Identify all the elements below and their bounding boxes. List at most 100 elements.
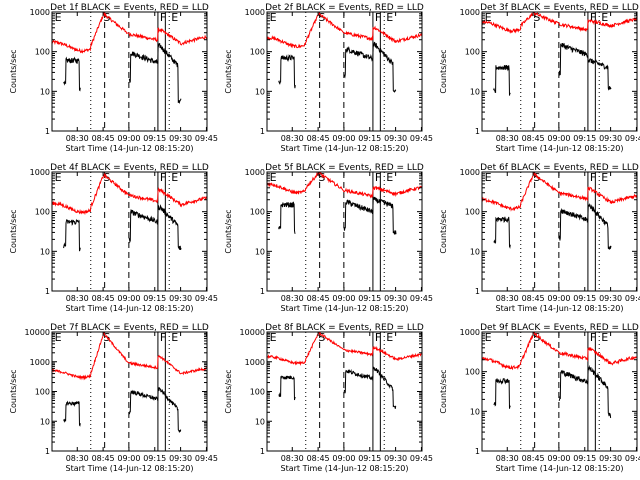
y-tick-label: 1000 [30,358,50,367]
plot-frame [266,11,423,132]
y-axis-label: Counts/sec [9,369,18,413]
x-tick-label: 08:45 [307,134,330,143]
y-axis-label: Counts/sec [439,49,448,93]
y-tick-label: 100 [250,48,265,57]
marker-label: E [55,331,62,344]
lld-series-line [482,12,637,34]
marker-label: F [160,331,166,344]
x-tick-label: 09:45 [625,454,640,463]
x-axis-label: Start Time (14-Jun-12 08:15:20) [281,144,409,153]
x-tick-label: 09:45 [625,294,640,303]
x-tick-label: 08:45 [522,294,545,303]
y-tick-label: 1 [260,287,265,296]
x-tick-label: 09:45 [410,454,433,463]
y-tick-label: 10 [40,417,50,426]
y-tick-label: 1 [475,127,480,136]
marker-label: F [160,171,166,184]
x-tick-label: 09:30 [599,294,622,303]
marker-label: E [171,11,178,24]
panel-title: Det 1f BLACK = Events, RED = LLD [50,3,209,13]
marker-label: S [533,11,540,24]
plot-frame [266,171,423,292]
x-tick-label: 09:00 [547,454,570,463]
y-tick-label: 10000 [25,328,50,337]
lld-series-line [482,172,637,212]
y-tick-label: 100 [465,208,480,217]
lld-series-line [267,12,422,49]
y-tick-label: 1000 [460,8,480,17]
x-axis-label: Start Time (14-Jun-12 08:15:20) [496,464,624,473]
x-tick-label: 08:45 [307,294,330,303]
marker-label: E [386,171,393,184]
x-tick-label: 08:45 [307,454,330,463]
marker-label: E [55,11,62,24]
x-tick-label: 09:30 [169,134,192,143]
events-series-line [63,43,182,105]
panel-title: Det 8f BLACK = Events, RED = LLD [265,323,424,333]
marker-label: E [386,331,393,344]
x-tick-label: 09:30 [384,134,407,143]
x-tick-label: 09:45 [410,294,433,303]
y-tick-label: 1000 [245,358,265,367]
marker-label: F [375,331,381,344]
y-tick-label: 1000 [30,168,50,177]
y-tick-label: 10 [470,87,480,96]
plot-frame [51,171,208,292]
marker-label: F [375,11,381,24]
y-tick-label: 1000 [30,8,50,17]
x-tick-label: 09:15 [143,134,166,143]
y-tick-label: 100 [35,208,50,217]
x-tick-label: 09:00 [547,294,570,303]
y-tick-label: 100 [250,208,265,217]
y-tick-label: 10000 [240,328,265,337]
plot-frame [51,331,208,452]
x-tick-label: 08:30 [66,454,89,463]
plot-frame [481,331,638,452]
x-tick-label: 09:15 [573,134,596,143]
lld-series-line [52,12,207,54]
events-series-line [493,203,612,250]
x-tick-label: 08:30 [281,134,304,143]
x-tick-label: 09:00 [547,134,570,143]
x-axis-label: Start Time (14-Jun-12 08:15:20) [496,304,624,313]
x-tick-label: 08:30 [496,294,519,303]
y-tick-label: 10 [255,87,265,96]
marker-label: E [171,331,178,344]
marker-label: E [485,11,492,24]
events-series-line [63,204,182,252]
marker-label: E [601,171,608,184]
marker-label: E [55,171,62,184]
marker-label: S [318,11,325,24]
y-tick-label: 1000 [460,168,480,177]
marker-label: F [590,171,596,184]
marker-label: E [171,171,178,184]
x-tick-label: 08:45 [92,454,115,463]
y-axis-label: Counts/sec [224,369,233,413]
events-series-line [63,387,182,433]
y-tick-label: 1 [260,127,265,136]
plot-frame [481,11,638,132]
x-tick-label: 09:00 [332,294,355,303]
events-series-line [493,364,612,419]
marker-label: S [318,171,325,184]
x-tick-label: 09:00 [332,134,355,143]
y-tick-label: 10 [40,87,50,96]
x-tick-label: 09:15 [573,454,596,463]
x-tick-label: 09:15 [358,294,381,303]
y-tick-label: 1 [475,287,480,296]
marker-label: F [590,11,596,24]
lld-series-line [52,332,207,381]
marker-label: E [601,11,608,24]
events-series-line [278,366,397,409]
x-tick-label: 09:30 [384,294,407,303]
y-tick-label: 100 [35,48,50,57]
x-tick-label: 09:45 [195,294,218,303]
plot-frame [51,11,208,132]
lld-series-line [52,172,207,216]
x-tick-label: 09:45 [195,454,218,463]
marker-label: F [590,331,596,344]
events-series-line [278,196,397,235]
x-tick-label: 08:30 [281,454,304,463]
